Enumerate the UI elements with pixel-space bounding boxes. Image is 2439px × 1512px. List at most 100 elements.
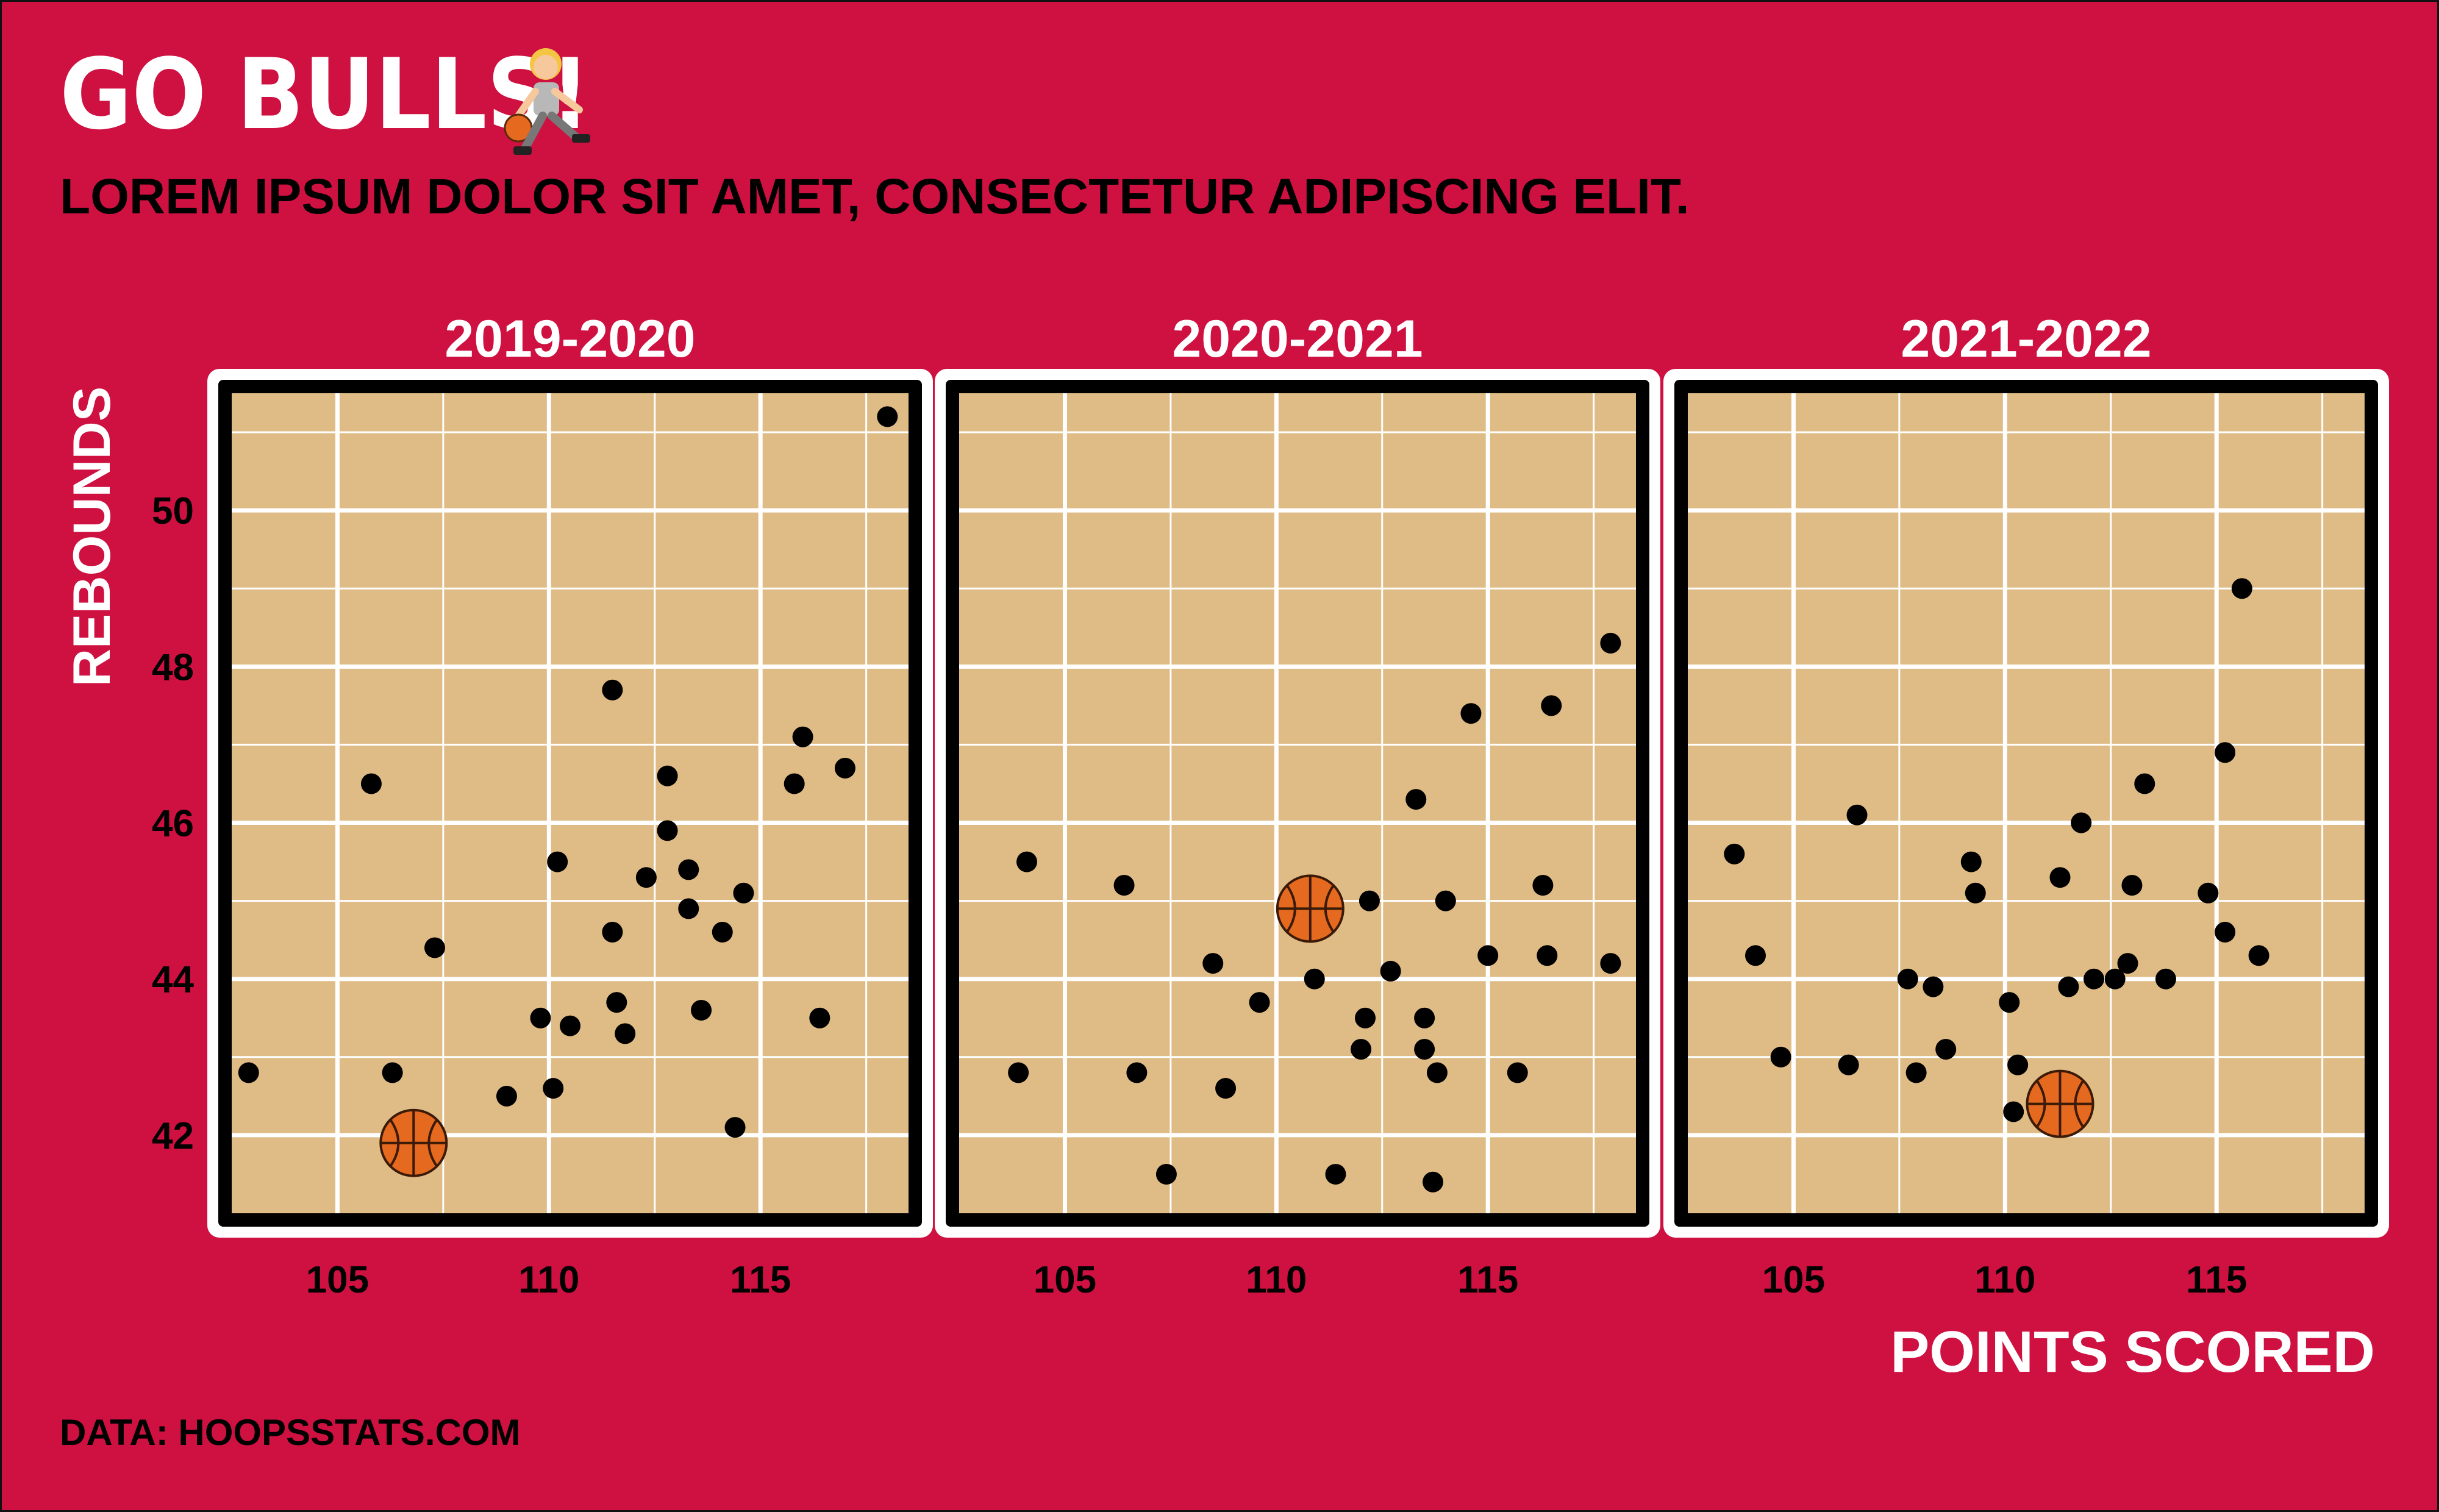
- y-tick-label: 44: [152, 959, 194, 1001]
- data-point: [2084, 968, 2104, 990]
- data-point: [1202, 953, 1224, 974]
- x-tick-label: 105: [306, 1259, 369, 1301]
- data-point: [1600, 953, 1621, 974]
- basketball-seam: [1324, 885, 1335, 933]
- facet-panel-2019-2020: 2019-2020 105 110 115: [207, 310, 933, 1301]
- data-point: [678, 898, 699, 919]
- data-point: [1905, 1062, 1927, 1083]
- data-point: [691, 999, 712, 1021]
- panel-background: [232, 393, 909, 1213]
- data-point: [2121, 875, 2143, 896]
- x-tick-label: 110: [1974, 1259, 2035, 1301]
- data-point: [1380, 960, 1401, 982]
- data-point: [1923, 976, 1944, 997]
- data-point: [1016, 851, 1037, 872]
- data-point: [530, 1007, 551, 1029]
- x-tick-label: 115: [1457, 1259, 1518, 1301]
- data-point: [602, 679, 623, 701]
- facet-strip-label: 2019-2020: [445, 310, 695, 368]
- basketball-icon: [1276, 874, 1344, 943]
- basketball-seam: [389, 1119, 400, 1167]
- facet-strip-label: 2021-2022: [1901, 310, 2151, 368]
- data-point: [1426, 1062, 1448, 1083]
- basketball-seam: [2035, 1080, 2046, 1128]
- data-point: [1008, 1062, 1029, 1083]
- data-point: [2104, 968, 2126, 990]
- data-point: [1155, 1163, 1177, 1185]
- data-point: [1113, 875, 1135, 896]
- data-point: [792, 726, 813, 747]
- data-point: [1423, 1171, 1443, 1193]
- data-point: [496, 1085, 517, 1107]
- data-point: [1126, 1062, 1148, 1083]
- data-point: [1414, 1039, 1435, 1060]
- data-point: [834, 757, 855, 779]
- basketball-icon: [2026, 1069, 2094, 1138]
- data-point: [543, 1078, 564, 1099]
- data-point: [2248, 945, 2269, 966]
- y-tick-label: 46: [152, 803, 194, 845]
- panel-background: [1688, 393, 2365, 1213]
- data-point: [1838, 1054, 1859, 1075]
- data-point: [1965, 882, 1986, 904]
- data-point: [2049, 867, 2071, 888]
- facet-panel-2021-2022: 2021-2022 105 110 115: [1663, 310, 2389, 1301]
- x-tick-label: 110: [518, 1259, 579, 1301]
- data-point: [1897, 968, 1918, 990]
- data-point: [1477, 945, 1499, 966]
- data-point: [2071, 812, 2092, 833]
- data-point: [1304, 968, 1325, 990]
- data-point: [360, 773, 382, 794]
- data-point: [1960, 851, 1982, 872]
- facet-panel-2020-2021: 2020-2021 105 110 115: [935, 310, 1660, 1301]
- data-point: [615, 1023, 636, 1044]
- data-point: [1999, 992, 2020, 1013]
- data-point: [547, 851, 568, 872]
- data-point: [2058, 976, 2079, 997]
- data-point: [2155, 968, 2176, 990]
- y-tick-label: 42: [152, 1115, 194, 1157]
- data-point: [1215, 1078, 1237, 1099]
- data-point: [1541, 695, 1562, 716]
- y-tick-label: 50: [152, 490, 194, 532]
- data-point: [1507, 1062, 1528, 1083]
- chart-caption: DATA: HOOPSSTATS.COM: [60, 1412, 521, 1453]
- data-point: [1532, 875, 1554, 896]
- data-point: [382, 1062, 403, 1083]
- data-point: [635, 867, 657, 888]
- data-point: [784, 773, 805, 794]
- chart-title: GO BULLS!: [60, 37, 590, 151]
- data-point: [2198, 882, 2219, 904]
- data-point: [238, 1062, 259, 1083]
- data-point: [1405, 789, 1427, 810]
- data-point: [1600, 632, 1621, 654]
- data-point: [560, 1015, 580, 1036]
- data-point: [657, 820, 678, 841]
- data-point: [2231, 578, 2252, 599]
- x-tick-label: 115: [2186, 1259, 2247, 1301]
- data-point: [1435, 890, 1456, 911]
- data-point: [724, 1117, 746, 1138]
- basketball-seam: [427, 1119, 438, 1167]
- x-axis-title: POINTS SCORED: [1890, 1319, 2375, 1385]
- data-point: [809, 1007, 830, 1029]
- y-tick-label: 48: [152, 646, 194, 688]
- basketball-icon: [379, 1108, 448, 1177]
- data-point: [1355, 1007, 1376, 1029]
- facet-strip-label: 2020-2021: [1172, 310, 1423, 368]
- data-point: [2215, 921, 2236, 943]
- data-point: [2117, 953, 2138, 974]
- data-point: [712, 921, 733, 943]
- data-point: [2215, 742, 2236, 763]
- data-point: [1935, 1039, 1957, 1060]
- basketball-seam: [2074, 1080, 2085, 1128]
- data-point: [1537, 945, 1558, 966]
- data-point: [1770, 1046, 1791, 1068]
- data-point: [1249, 992, 1270, 1013]
- basketball-seam: [1286, 885, 1296, 933]
- data-point: [1460, 703, 1482, 724]
- data-point: [1351, 1039, 1372, 1060]
- data-point: [2007, 1054, 2029, 1075]
